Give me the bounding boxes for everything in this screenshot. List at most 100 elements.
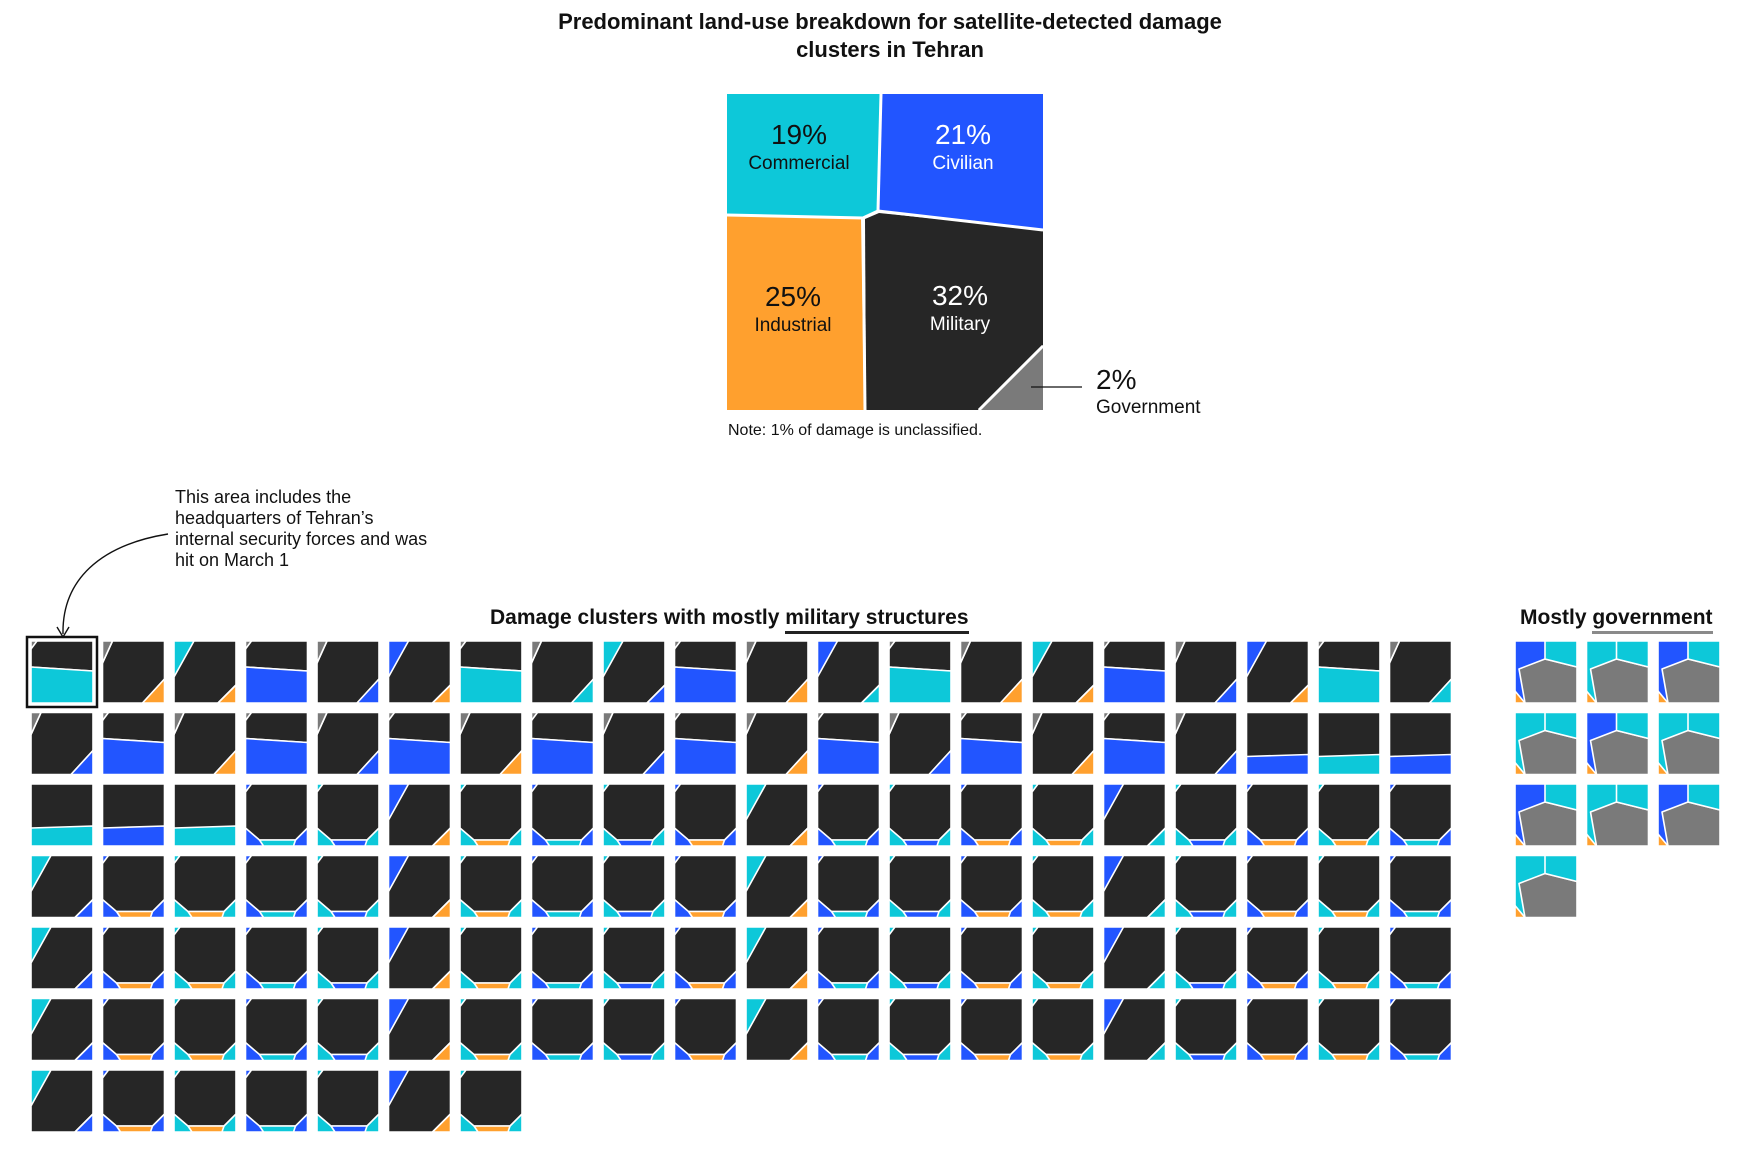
military-title-emphasis: military structures	[785, 606, 969, 634]
military-cluster-tile	[244, 1069, 309, 1133]
military-cluster-tile	[173, 1069, 237, 1133]
military-cluster-tile	[316, 640, 380, 704]
chart-note: Note: 1% of damage is unclassified.	[728, 422, 983, 439]
military-cluster-tile	[816, 997, 881, 1062]
government-title-prefix: Mostly	[1520, 606, 1593, 629]
military-cluster-tile	[1245, 854, 1310, 919]
military-cluster-tile	[101, 926, 166, 990]
military-cluster-tile	[1317, 783, 1381, 847]
military-cluster-tile	[459, 640, 523, 704]
military-cluster-tile	[459, 926, 523, 990]
military-cluster-tile	[1174, 997, 1238, 1062]
civilian-pct: 21%	[935, 119, 991, 150]
government-cluster-tile	[1514, 854, 1578, 919]
military-cluster-tile	[816, 854, 881, 919]
military-cluster-tile	[745, 926, 809, 990]
military-cluster-tile	[1174, 926, 1238, 990]
military-cluster-tile	[30, 640, 94, 704]
military-cluster-tile	[1388, 854, 1453, 919]
government-pct: 2%	[1096, 364, 1137, 395]
military-cluster-tile	[316, 711, 380, 776]
military-cluster-tile	[816, 926, 881, 990]
military-cluster-tile	[888, 711, 952, 776]
annotation-text: This area includes the headquarters of T…	[175, 487, 428, 570]
military-cluster-tile	[1031, 783, 1095, 847]
military-cluster-tile	[816, 783, 881, 847]
military-cluster-tile	[602, 926, 666, 990]
military-cluster-tile	[959, 926, 1024, 990]
military-cluster-tile	[244, 997, 309, 1062]
military-cluster-tile	[1102, 783, 1167, 847]
military-cluster-tile	[1031, 640, 1095, 704]
government-cluster-tile	[1657, 783, 1721, 847]
military-cluster-tile	[530, 926, 595, 990]
military-cluster-tile	[1102, 926, 1167, 990]
military-cluster-tile	[316, 854, 380, 919]
chart-title: Predominant land-use breakdown for satel…	[558, 9, 1222, 62]
government-title-emphasis: government	[1592, 606, 1713, 634]
commercial-label: Commercial	[748, 153, 849, 174]
military-cluster-tile	[959, 854, 1024, 919]
military-cluster-tile	[1245, 640, 1310, 704]
military-cluster-tile	[888, 783, 952, 847]
military-cluster-tile	[816, 711, 881, 776]
military-cluster-tile	[101, 640, 166, 704]
military-cluster-tile	[1245, 783, 1310, 847]
government-label: Government	[1096, 397, 1201, 418]
military-cluster-tile	[673, 711, 738, 776]
military-cluster-tile	[101, 783, 166, 847]
military-cluster-tile	[30, 926, 94, 990]
government-cluster-tile	[1657, 640, 1721, 704]
military-cluster-tile	[30, 854, 94, 919]
military-cluster-tile	[459, 1069, 523, 1133]
government-cluster-tile	[1514, 640, 1578, 704]
military-cluster-tile	[1317, 711, 1381, 776]
military-cluster-tile	[101, 711, 166, 776]
military-cluster-tile	[316, 1069, 380, 1133]
military-cluster-tile	[387, 926, 452, 990]
military-cluster-tile	[959, 640, 1024, 704]
military-cluster-tile	[1245, 926, 1310, 990]
land-use-treemap: 19% Commercial 21% Civilian 25% Industri…	[726, 93, 1082, 412]
government-cluster-tile	[1657, 711, 1721, 776]
military-cluster-tile	[1388, 783, 1453, 847]
military-cluster-tile	[530, 783, 595, 847]
military-cluster-tile	[602, 854, 666, 919]
military-cluster-tile	[459, 997, 523, 1062]
military-cluster-tile	[673, 640, 738, 704]
military-cluster-tile	[244, 783, 309, 847]
government-cluster-tile	[1585, 783, 1650, 847]
military-cluster-tile	[888, 997, 952, 1062]
military-cluster-tile	[1031, 997, 1095, 1062]
military-cluster-tile	[745, 854, 809, 919]
military-cluster-tile	[602, 997, 666, 1062]
military-cluster-tile	[673, 926, 738, 990]
commercial-pct: 19%	[771, 119, 827, 150]
military-cluster-tile	[1245, 997, 1310, 1062]
military-cluster-tile	[173, 926, 237, 990]
military-cluster-tile	[30, 997, 94, 1062]
military-cluster-tile	[316, 926, 380, 990]
segment-industrial	[727, 216, 864, 410]
military-cluster-tile	[1317, 640, 1381, 704]
military-cluster-tile	[459, 854, 523, 919]
military-cluster-tile	[1102, 640, 1167, 704]
military-cluster-tile	[888, 854, 952, 919]
military-cluster-tile	[30, 711, 94, 776]
military-cluster-tile	[1102, 854, 1167, 919]
military-cluster-tile	[1174, 854, 1238, 919]
military-cluster-tile	[745, 997, 809, 1062]
military-cluster-tile	[1031, 926, 1095, 990]
military-cluster-tile	[101, 854, 166, 919]
industrial-pct: 25%	[765, 281, 821, 312]
military-cluster-tile	[173, 711, 237, 776]
military-cluster-tile	[530, 997, 595, 1062]
military-cluster-tile	[673, 783, 738, 847]
military-cluster-tile	[1317, 997, 1381, 1062]
government-section-title: Mostly government	[1520, 606, 1713, 634]
government-cluster-tile	[1514, 711, 1578, 776]
military-cluster-tile	[745, 640, 809, 704]
military-cluster-tile	[1317, 854, 1381, 919]
military-cluster-tile	[530, 711, 595, 776]
military-cluster-tile	[173, 997, 237, 1062]
